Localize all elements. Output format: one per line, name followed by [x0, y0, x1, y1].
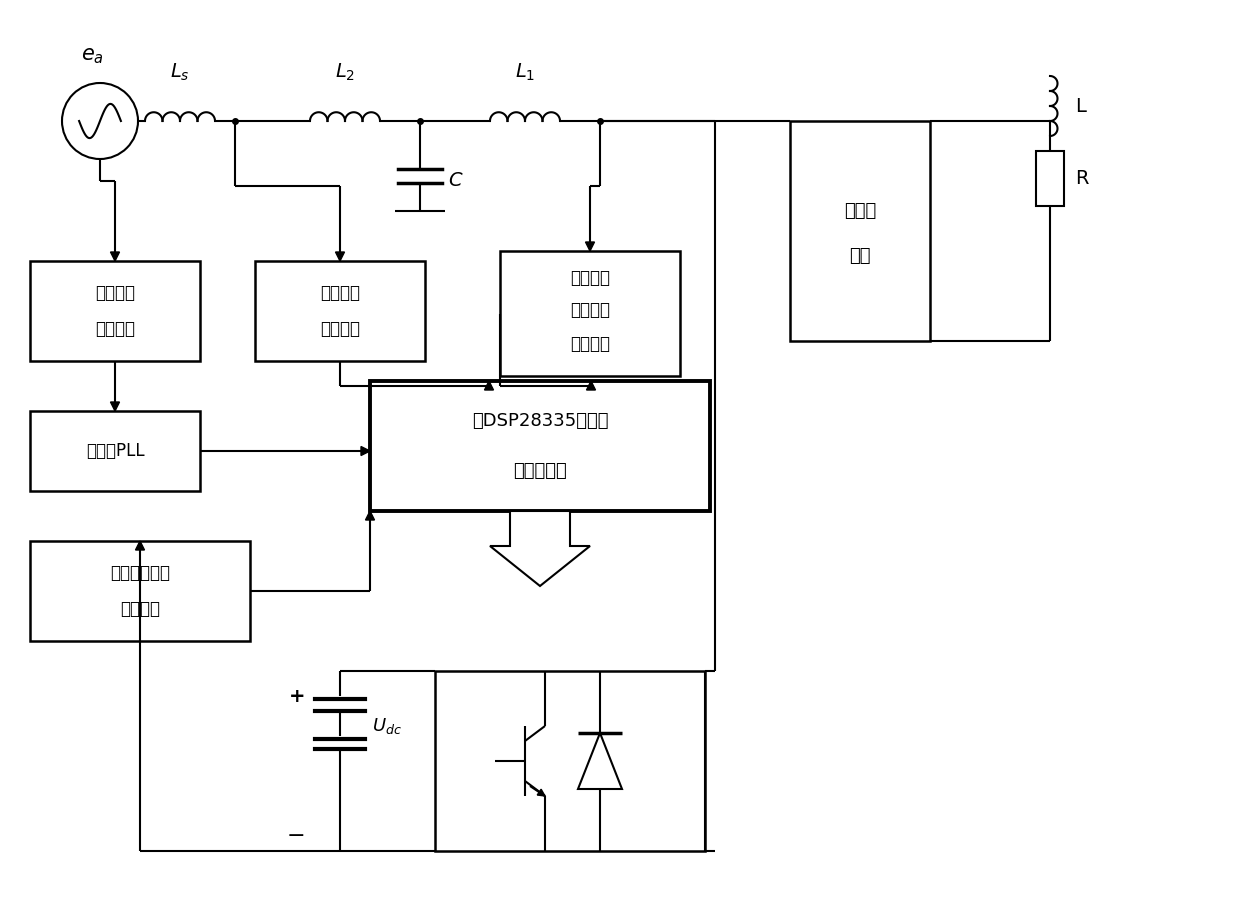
Text: 检测电路: 检测电路: [95, 320, 135, 338]
Polygon shape: [366, 511, 374, 520]
Polygon shape: [361, 446, 370, 456]
Text: 电网电流: 电网电流: [320, 284, 360, 302]
Text: 检测电路: 检测电路: [320, 320, 360, 338]
Text: 锁相环PLL: 锁相环PLL: [86, 442, 144, 460]
Bar: [255, 261, 425, 361]
Polygon shape: [587, 381, 595, 390]
Polygon shape: [490, 511, 590, 586]
Polygon shape: [110, 252, 119, 261]
Text: 非线性: 非线性: [844, 202, 877, 220]
Bar: [370, 381, 711, 511]
Text: −: −: [286, 826, 305, 846]
Bar: [30, 261, 200, 361]
Bar: [435, 671, 706, 851]
Text: 的控制系统: 的控制系统: [513, 462, 567, 480]
Text: 负载: 负载: [849, 247, 870, 265]
Text: $L_2$: $L_2$: [335, 62, 355, 83]
Polygon shape: [336, 252, 345, 261]
Bar: [790, 121, 930, 341]
Polygon shape: [585, 242, 594, 251]
Text: 检测电路: 检测电路: [570, 334, 610, 353]
Text: $C$: $C$: [448, 172, 464, 190]
Text: 检测电路: 检测电路: [120, 600, 160, 618]
Text: 电网电压: 电网电压: [95, 284, 135, 302]
Bar: [30, 411, 200, 491]
Bar: [1035, 151, 1064, 206]
Text: +: +: [289, 687, 305, 705]
Bar: [30, 541, 250, 641]
Polygon shape: [135, 541, 145, 550]
Bar: [500, 251, 680, 376]
Text: $U_{dc}$: $U_{dc}$: [372, 716, 402, 736]
Polygon shape: [578, 733, 622, 789]
Text: $L_s$: $L_s$: [170, 62, 190, 83]
Text: 电感电流: 电感电流: [570, 302, 610, 320]
Polygon shape: [485, 381, 494, 390]
Text: $e_a$: $e_a$: [81, 46, 103, 66]
Text: R: R: [1075, 169, 1089, 188]
Text: L: L: [1075, 97, 1086, 116]
Text: 直流电容电压: 直流电容电压: [110, 564, 170, 582]
Text: $L_1$: $L_1$: [515, 62, 536, 83]
Polygon shape: [110, 402, 119, 411]
Text: 逃变器侧: 逃变器侧: [570, 270, 610, 288]
Text: 以DSP28335为核心: 以DSP28335为核心: [471, 412, 609, 430]
Polygon shape: [537, 789, 546, 796]
